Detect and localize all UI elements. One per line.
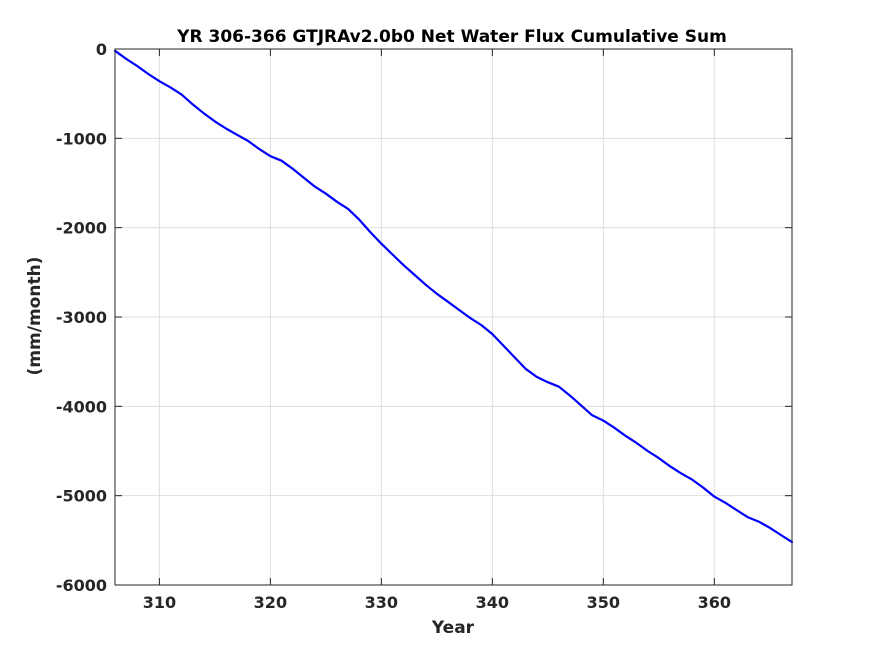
x-tick-labels: 310 320 330 340 350 360 xyxy=(143,593,731,612)
y-tick-label: -3000 xyxy=(56,308,107,327)
y-axis-label: (mm/month) xyxy=(25,257,45,376)
x-tick-label: 310 xyxy=(143,593,176,612)
y-tick-labels: 0 -1000 -2000 -3000 -4000 -5000 -6000 xyxy=(56,40,107,595)
y-tick-label: -6000 xyxy=(56,576,107,595)
y-tick-label: -2000 xyxy=(56,219,107,238)
chart-title: YR 306-366 GTJRAv2.0b0 Net Water Flux Cu… xyxy=(176,27,727,47)
y-tick-label: -4000 xyxy=(56,397,107,416)
x-tick-label: 340 xyxy=(476,593,509,612)
y-tick-label: 0 xyxy=(96,40,107,59)
x-tick-label: 350 xyxy=(587,593,620,612)
x-tick-label: 320 xyxy=(254,593,287,612)
x-axis-label: Year xyxy=(431,618,475,638)
series-layer xyxy=(113,49,794,544)
x-tick-label: 330 xyxy=(365,593,398,612)
y-tick-label: -5000 xyxy=(56,487,107,506)
x-tick-label: 360 xyxy=(698,593,731,612)
series-line-cumulative-sum xyxy=(113,49,794,544)
tick-marks xyxy=(115,48,792,586)
y-tick-label: -1000 xyxy=(56,129,107,148)
